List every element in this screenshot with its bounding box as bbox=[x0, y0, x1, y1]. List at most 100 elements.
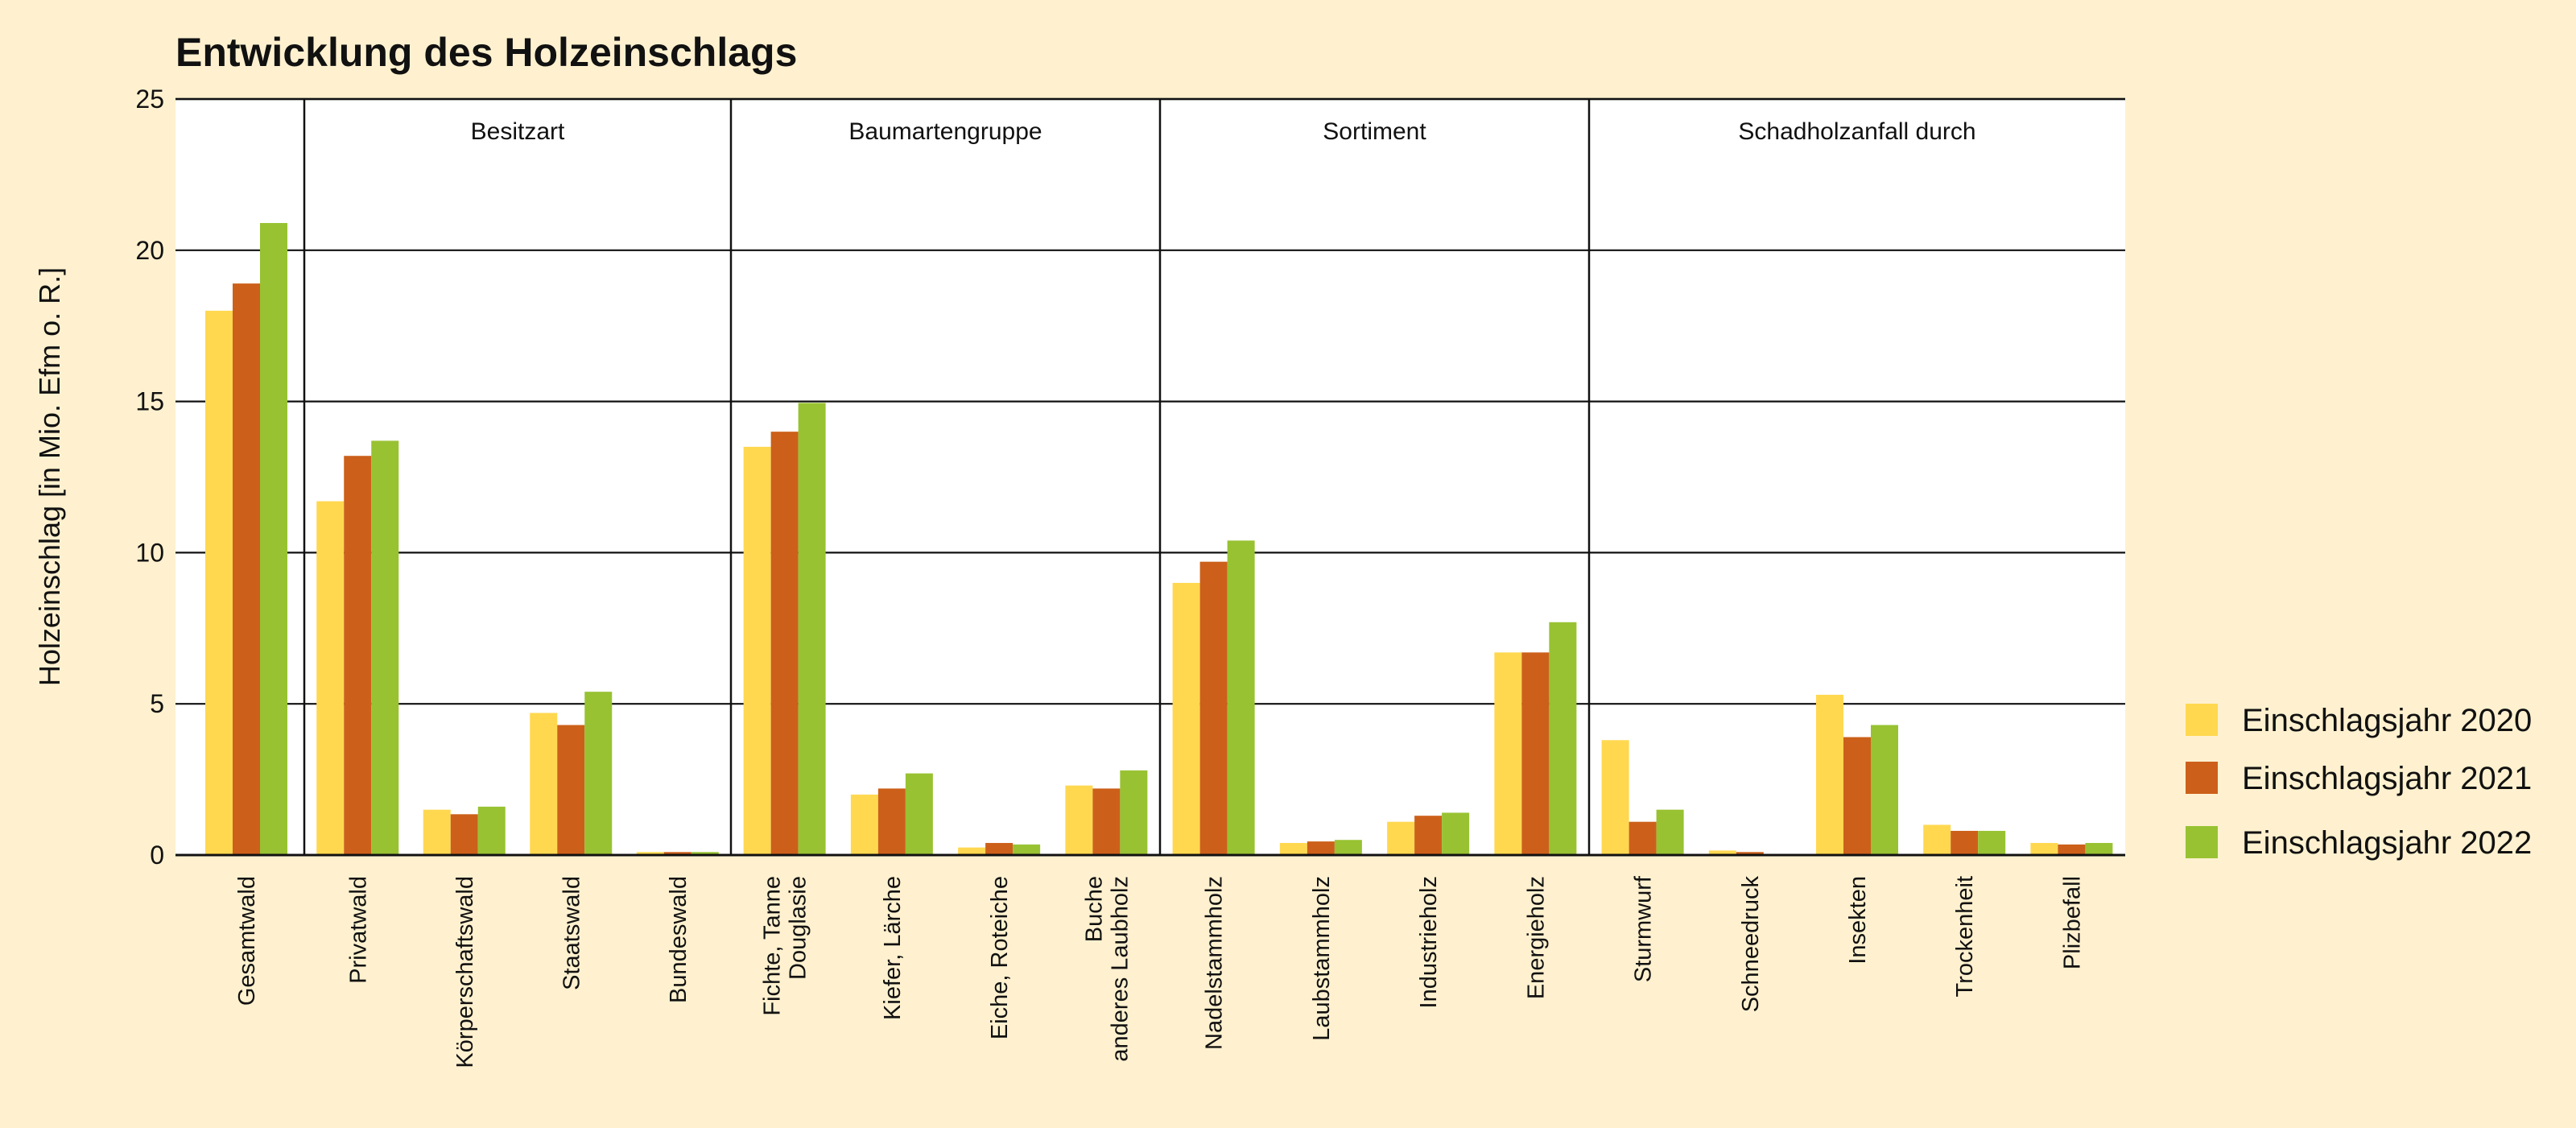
bar-2 bbox=[770, 432, 799, 855]
bar-3 bbox=[477, 806, 506, 855]
legend-swatch bbox=[2186, 826, 2218, 858]
x-tick-label-line: Kiefer, Lärche bbox=[880, 876, 906, 1020]
x-tick-label: Schneedruck bbox=[1738, 876, 1764, 1013]
x-tick-label-line: anderes Laubholz bbox=[1107, 876, 1133, 1062]
bar-3 bbox=[1013, 844, 1041, 855]
x-tick-label: Industrieholz bbox=[1416, 876, 1442, 1008]
x-tick-label: Bundeswald bbox=[666, 876, 691, 1003]
bar-1 bbox=[958, 847, 986, 855]
bar-3 bbox=[1656, 809, 1684, 855]
bar-1 bbox=[1816, 694, 1843, 855]
x-tick-label-line: Plizbefall bbox=[2059, 876, 2085, 969]
bar-3 bbox=[1549, 622, 1577, 855]
x-tick-label: Sturmwurf bbox=[1631, 875, 1657, 982]
bar-3 bbox=[798, 403, 826, 855]
section-label: Besitzart bbox=[471, 118, 565, 145]
bar-1 bbox=[636, 852, 664, 855]
x-tick-label: Bucheanderes Laubholz bbox=[1081, 876, 1133, 1062]
legend-swatch bbox=[2186, 704, 2218, 736]
chart-title: Entwicklung des Holzeinschlags bbox=[175, 30, 797, 75]
bar-2 bbox=[1199, 561, 1228, 855]
bar-3 bbox=[371, 440, 399, 855]
bar-1 bbox=[205, 310, 233, 855]
x-tick-label-line: Buche bbox=[1081, 876, 1107, 942]
y-tick-label: 5 bbox=[150, 689, 164, 718]
y-tick-label: 0 bbox=[150, 841, 164, 870]
x-tick-label: Gesamtwald bbox=[234, 876, 260, 1006]
x-tick-label: Fichte, TanneDouglasie bbox=[760, 876, 811, 1016]
section-label: Schadholzanfall durch bbox=[1738, 118, 1975, 145]
x-tick-label-line: Trockenheit bbox=[1952, 876, 1978, 997]
y-tick-label: 10 bbox=[135, 538, 164, 567]
bar-2 bbox=[2058, 844, 2086, 855]
bar-1 bbox=[1601, 740, 1629, 855]
x-tick-label-line: Eiche, Roteiche bbox=[987, 876, 1013, 1039]
bar-1 bbox=[1708, 850, 1736, 855]
x-tick-label-line: Schneedruck bbox=[1738, 876, 1764, 1013]
x-tick-label: Nadelstammholz bbox=[1202, 876, 1228, 1050]
bar-1 bbox=[1172, 582, 1200, 855]
x-tick-label: Trockenheit bbox=[1952, 876, 1978, 997]
bar-1 bbox=[850, 794, 878, 855]
legend-label: Einschlagsjahr 2022 bbox=[2242, 825, 2532, 861]
bar-1 bbox=[423, 809, 451, 855]
x-tick-label-line: Bundeswald bbox=[666, 876, 691, 1003]
bar-3 bbox=[260, 222, 287, 856]
bar-3 bbox=[1871, 725, 1898, 855]
bar-2 bbox=[450, 814, 478, 855]
bar-2 bbox=[233, 283, 260, 856]
bar-1 bbox=[2030, 842, 2058, 855]
plot-area bbox=[175, 99, 2125, 855]
legend-label: Einschlagsjahr 2021 bbox=[2242, 761, 2532, 796]
bar-2 bbox=[557, 725, 585, 855]
x-tick-label: Körperschaftswald bbox=[452, 876, 478, 1068]
bar-2 bbox=[1736, 852, 1764, 855]
x-tick-label-line: Douglasie bbox=[786, 876, 811, 980]
x-tick-label: Insekten bbox=[1845, 876, 1871, 965]
bar-1 bbox=[1387, 821, 1415, 855]
x-tick-label-line: Insekten bbox=[1845, 876, 1871, 965]
bar-1 bbox=[1494, 652, 1522, 855]
x-tick-label: Privatwald bbox=[345, 876, 371, 984]
bar-2 bbox=[344, 456, 372, 855]
x-tick-label-line: Industrieholz bbox=[1416, 876, 1442, 1008]
x-tick-label-line: Sturmwurf bbox=[1631, 875, 1657, 982]
bar-3 bbox=[1442, 812, 1470, 855]
bar-3 bbox=[1120, 770, 1148, 855]
x-tick-label: Kiefer, Lärche bbox=[880, 876, 906, 1020]
bar-2 bbox=[1629, 821, 1657, 855]
x-tick-label: Staatswald bbox=[559, 876, 584, 990]
y-tick-label: 25 bbox=[135, 85, 164, 114]
bar-1 bbox=[1923, 824, 1951, 855]
x-tick-label: Eiche, Roteiche bbox=[987, 876, 1013, 1039]
section-label: Baumartengruppe bbox=[848, 118, 1042, 145]
bar-3 bbox=[584, 692, 613, 855]
legend-label: Einschlagsjahr 2020 bbox=[2242, 703, 2532, 738]
legend-swatch bbox=[2186, 762, 2218, 794]
bar-2 bbox=[1307, 841, 1335, 855]
bar-3 bbox=[2085, 842, 2113, 855]
bar-1 bbox=[1065, 785, 1093, 855]
x-tick-label-line: Privatwald bbox=[345, 876, 371, 984]
bar-2 bbox=[877, 788, 906, 855]
bar-2 bbox=[663, 852, 691, 855]
bar-2 bbox=[985, 842, 1013, 855]
x-tick-label: Plizbefall bbox=[2059, 876, 2085, 969]
x-tick-label-line: Staatswald bbox=[559, 876, 584, 990]
bar-2 bbox=[1951, 830, 1979, 855]
bar-2 bbox=[1521, 652, 1550, 855]
bar-3 bbox=[1334, 840, 1362, 855]
x-tick-label: Laubstammholz bbox=[1309, 876, 1335, 1041]
x-tick-label-line: Fichte, Tanne bbox=[760, 876, 786, 1016]
y-axis-label: Holzeinschlag [in Mio. Efm o. R.] bbox=[33, 267, 66, 686]
section-label: Sortiment bbox=[1323, 118, 1426, 145]
bar-3 bbox=[905, 773, 933, 855]
bar-3 bbox=[1978, 830, 2006, 855]
y-tick-label: 20 bbox=[135, 236, 164, 265]
bar-2 bbox=[1843, 737, 1871, 855]
bar-1 bbox=[530, 713, 558, 855]
x-tick-label-line: Nadelstammholz bbox=[1202, 876, 1228, 1050]
x-tick-label-line: Laubstammholz bbox=[1309, 876, 1335, 1041]
x-tick-label-line: Gesamtwald bbox=[234, 876, 260, 1006]
